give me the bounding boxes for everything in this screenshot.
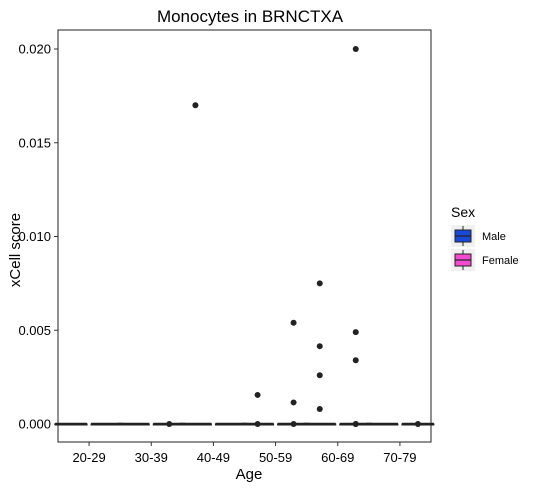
outlier-point	[352, 357, 359, 364]
outlier-point	[192, 102, 199, 109]
legend: Sex Male Female	[451, 204, 519, 271]
outlier-point	[290, 319, 297, 326]
x-tick-label: 30-39	[135, 450, 168, 465]
outlier-point	[316, 372, 323, 379]
y-tick-label: 0.020	[18, 42, 51, 57]
x-tick-label: 70-79	[383, 450, 416, 465]
y-tick-label: 0.000	[18, 417, 51, 432]
y-tick-label: 0.005	[18, 323, 51, 338]
outlier-point	[290, 399, 297, 406]
outlier-point	[166, 421, 173, 427]
boxes-layer	[54, 422, 435, 426]
legend-label: Male	[482, 231, 506, 243]
x-tick-label: 50-59	[259, 450, 292, 465]
outlier-point	[254, 391, 261, 398]
chart-title: Monocytes in BRNCTXA	[157, 7, 344, 26]
legend-label: Female	[482, 255, 519, 267]
y-tick-label: 0.015	[18, 135, 51, 150]
y-axis-title: xCell score	[7, 213, 24, 287]
y-tick-label: 0.010	[18, 229, 51, 244]
outlier-point	[316, 343, 323, 350]
x-tick-label: 40-49	[197, 450, 230, 465]
x-axis: 20-29 30-39 40-49 50-59 60-69 70-79	[72, 442, 417, 465]
x-tick-label: 20-29	[72, 450, 105, 465]
outlier-point	[316, 406, 323, 412]
legend-title: Sex	[451, 204, 475, 220]
outlier-point	[290, 421, 297, 427]
x-tick-label: 60-69	[321, 450, 354, 465]
x-axis-title: Age	[236, 466, 263, 483]
outliers-layer	[166, 46, 421, 427]
outlier-point	[352, 46, 359, 52]
outlier-point	[352, 421, 359, 427]
plot-panel	[57, 29, 432, 443]
y-axis: 0.000 0.005 0.010 0.015 0.020	[18, 42, 58, 432]
outlier-point	[414, 421, 421, 427]
outlier-point	[254, 421, 261, 427]
outlier-point	[352, 329, 359, 336]
outlier-point	[316, 280, 323, 287]
